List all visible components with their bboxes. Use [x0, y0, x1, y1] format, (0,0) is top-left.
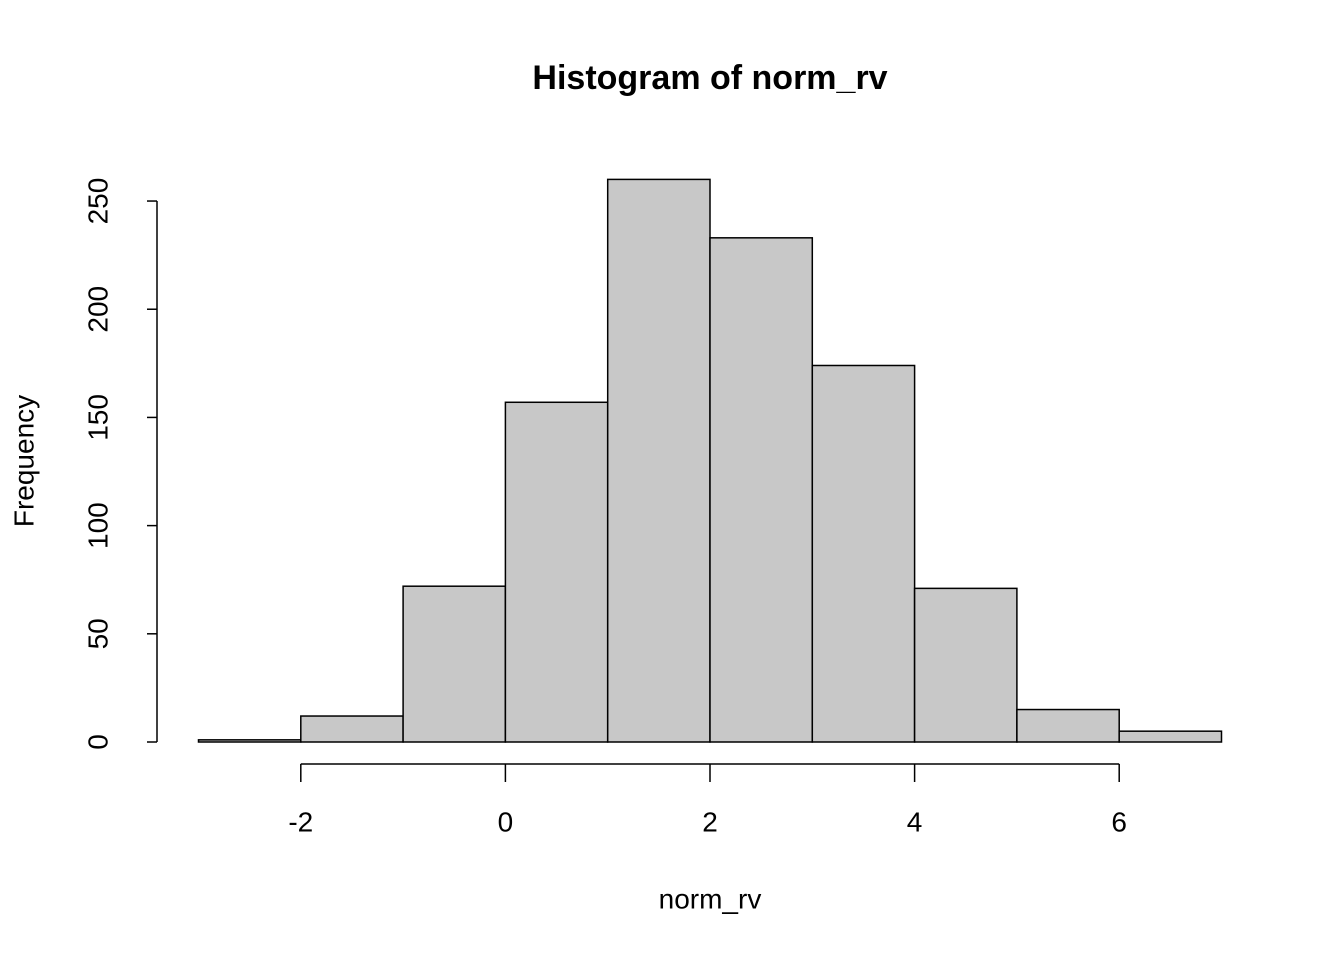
- bar: [402, 585, 507, 743]
- bar: [197, 739, 302, 743]
- bar: [1016, 708, 1120, 743]
- x-tick-label: -2: [288, 806, 313, 837]
- y-tick-label: 50: [82, 618, 113, 649]
- y-axis-label: Frequency: [8, 395, 39, 527]
- bar: [504, 401, 609, 743]
- chart-title: Histogram of norm_rv: [532, 59, 887, 97]
- x-axis-label: norm_rv: [659, 883, 762, 914]
- x-tick-label: 2: [702, 806, 718, 837]
- bar: [300, 715, 404, 743]
- x-tick-label: 4: [907, 806, 923, 837]
- bar: [811, 364, 916, 743]
- x-tick-label: 0: [498, 806, 514, 837]
- y-tick-label: 150: [82, 394, 113, 441]
- bar: [913, 587, 1018, 743]
- bar: [709, 237, 814, 743]
- y-tick-label: 0: [82, 734, 113, 750]
- y-tick-label: 250: [82, 178, 113, 225]
- bar: [606, 178, 711, 743]
- y-tick-label: 100: [82, 502, 113, 549]
- bar: [1118, 730, 1223, 743]
- y-tick-label: 200: [82, 286, 113, 333]
- x-tick-label: 6: [1111, 806, 1127, 837]
